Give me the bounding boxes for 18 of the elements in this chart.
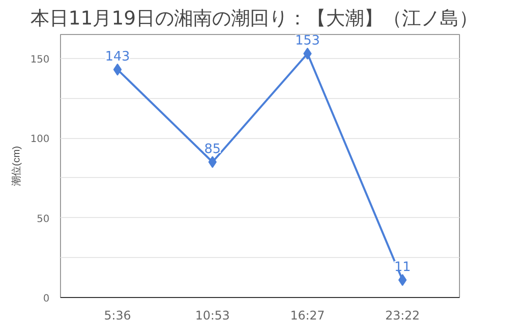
- x-tick-label: 23:22: [385, 308, 420, 322]
- point: [398, 274, 407, 286]
- y-tick-label: 0: [43, 294, 50, 304]
- x-tick-label: 5:36: [104, 308, 131, 322]
- point: [113, 64, 122, 76]
- y-tick-label: 50: [36, 214, 50, 225]
- x-tick-label: 16:27: [290, 308, 325, 322]
- y-tick-label: 100: [30, 134, 50, 146]
- data-label: 153: [295, 34, 320, 49]
- point: [208, 156, 217, 168]
- data-label: 11: [394, 260, 411, 275]
- data-label: 85: [204, 142, 221, 158]
- point: [303, 48, 312, 60]
- x-tick-label: 10:53: [195, 308, 230, 322]
- y-tick-label: 150: [30, 54, 50, 66]
- data-label: 143: [105, 50, 130, 65]
- y-axis-title: 潮位(cm): [10, 146, 22, 186]
- chart-title: 本日11月19日の湘南の潮回り：【大潮】（江ノ島）: [30, 8, 478, 30]
